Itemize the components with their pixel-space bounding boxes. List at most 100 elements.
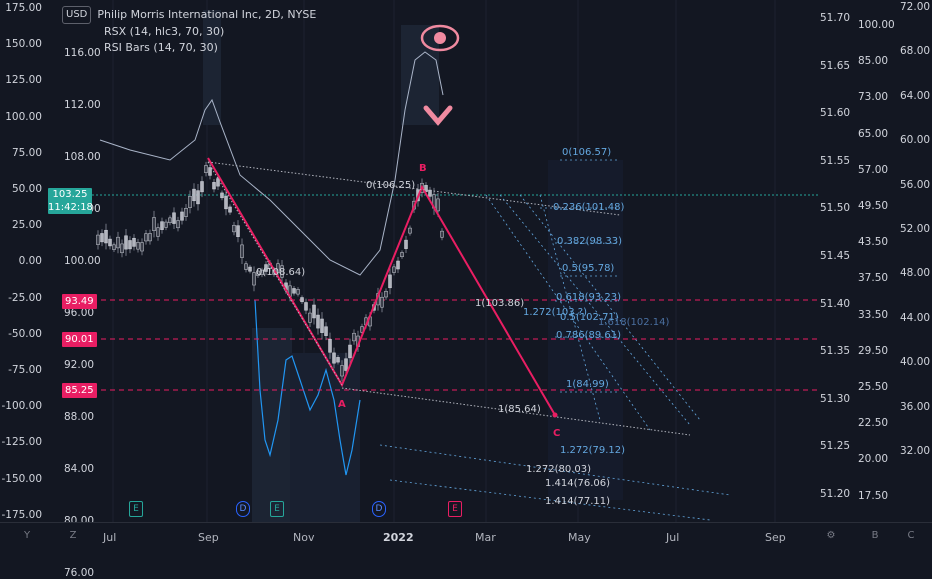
right-scale-1[interactable]: 51.70 51.65 51.60 51.55 51.50 51.45 51.40 51.35… xyxy=(818,0,851,548)
candle-body xyxy=(440,230,444,238)
axis-tick-label: -75.00 xyxy=(8,364,42,376)
axis-tick-label: 100.00 xyxy=(64,255,101,267)
candle-body xyxy=(200,181,204,193)
candle-body xyxy=(208,167,212,176)
fib-label: 0.5(102.71) xyxy=(560,312,619,323)
fib-label: 1.414(77.11) xyxy=(545,496,611,507)
axis-tick-label: 51.20 xyxy=(820,488,851,500)
corner-button-c[interactable]: C xyxy=(907,530,915,541)
fib-label: 1.272(79.12) xyxy=(560,445,626,456)
candle-body xyxy=(116,236,120,249)
axis-tick-label: 48.00 xyxy=(900,267,931,280)
axis-tick-label: 17.50 xyxy=(858,489,889,502)
candle-body xyxy=(380,296,384,308)
upcoming-earnings-icon[interactable]: E xyxy=(448,501,462,517)
indicator-rsi-bars[interactable]: RSI Bars (14, 70, 30) xyxy=(104,41,218,54)
chart-canvas[interactable] xyxy=(0,0,932,522)
candle-body xyxy=(324,326,328,336)
fib-label: 1.618(102.14) xyxy=(598,317,670,328)
axis-tick-label: 72.00 xyxy=(900,1,931,13)
axis-tick-label: 68.00 xyxy=(900,45,931,58)
candle-body xyxy=(232,224,236,233)
axis-tick-label: 20.00 xyxy=(858,453,889,466)
candle-body xyxy=(240,244,244,258)
pattern-point-a: A xyxy=(338,399,346,410)
candle-body xyxy=(96,234,100,245)
axis-tick-label: 108.00 xyxy=(64,151,101,163)
axis-tick-label: 100.00 xyxy=(5,110,42,123)
fib-label: 1.414(76.06) xyxy=(545,478,611,489)
candle-body xyxy=(104,229,108,244)
fib-label: 1(84.99) xyxy=(566,379,609,390)
axis-tick-label: 37.50 xyxy=(858,272,889,285)
axis-tick-label: 65.00 xyxy=(858,127,889,140)
level-badge: 93.49 xyxy=(62,294,97,309)
axis-tick-label: 76.00 xyxy=(64,567,95,579)
bar-countdown: 11:42:18 xyxy=(48,202,93,213)
corner-button-z[interactable]: Z xyxy=(69,530,77,541)
axis-tick-label: -25.00 xyxy=(8,291,42,304)
axis-tick-label: 51.65 xyxy=(820,59,851,72)
axis-tick-label: 40.00 xyxy=(900,356,931,369)
candle-body xyxy=(276,263,280,273)
candle-body xyxy=(140,242,144,252)
earnings-event-icon[interactable]: E xyxy=(129,501,143,517)
candle-body xyxy=(196,190,200,205)
candle-body xyxy=(328,338,332,353)
fib-label: 0.618(93.23) xyxy=(556,292,622,303)
axis-tick-label: 51.35 xyxy=(820,345,851,358)
corner-button-y[interactable]: Y xyxy=(23,530,31,541)
candle-body xyxy=(312,304,316,319)
axis-tick-label: 43.50 xyxy=(858,236,889,249)
pattern-point-b: B xyxy=(419,163,427,174)
month-label: Mar xyxy=(475,531,496,544)
candle-body xyxy=(108,238,112,247)
axis-tick-label: 84.00 xyxy=(64,463,95,475)
chart-legend: USD Philip Morris International Inc, 2D,… xyxy=(62,6,316,56)
earnings-event-icon[interactable]: E xyxy=(270,501,284,517)
axis-tick-label: 56.00 xyxy=(900,178,931,191)
candle-body xyxy=(408,227,412,234)
candle-body xyxy=(184,207,188,217)
axis-tick-label: 116.00 xyxy=(64,47,101,59)
right-scale-3[interactable]: 72.00 68.00 64.00 60.00 56.00 52.00 48.00 44.00… xyxy=(898,0,932,522)
level-badge: 85.25 xyxy=(62,383,97,398)
fib-label: 0.236(101.48) xyxy=(553,202,625,213)
indicator-rsx[interactable]: RSX (14, hlc3, 70, 30) xyxy=(104,25,225,38)
candle-body xyxy=(100,233,104,243)
candle-body xyxy=(148,233,152,242)
corner-button-b[interactable]: B xyxy=(871,530,879,541)
axis-tick-label: 100.00 xyxy=(858,19,895,31)
dividend-event-icon[interactable]: D xyxy=(372,501,386,517)
axis-tick-label: 25.00 xyxy=(11,219,42,232)
candle-body xyxy=(308,312,312,323)
axis-tick-label: 50.00 xyxy=(11,183,42,195)
left-scale-price[interactable]: 116.00112.00108.00104.00100.0096.0092.00… xyxy=(62,0,101,579)
candle-body xyxy=(244,263,248,270)
chart-label: 1(103.86) xyxy=(475,298,525,309)
currency-button[interactable]: USD xyxy=(62,6,92,24)
chevron-down-icon xyxy=(423,105,453,126)
dividend-event-icon[interactable]: D xyxy=(236,501,250,517)
candle-body xyxy=(228,206,232,213)
candle-body xyxy=(236,225,240,237)
right-scale-2[interactable]: 100.00 85.00 73.00 65.00 57.00 49.50 43.50 37.5… xyxy=(856,0,895,522)
candle-body xyxy=(156,227,160,237)
axis-tick-label: 25.50 xyxy=(858,381,889,393)
settings-gear-icon[interactable]: ⚙ xyxy=(826,530,836,541)
time-axis[interactable] xyxy=(0,522,932,551)
candle-body xyxy=(260,269,264,276)
axis-tick-label: 57.00 xyxy=(858,163,889,176)
candle-body xyxy=(160,221,164,230)
candle-body xyxy=(352,332,356,342)
year-label: 2022 xyxy=(383,531,414,544)
symbol-title: Philip Morris International Inc, 2D, NYS… xyxy=(97,8,317,21)
candle-body xyxy=(164,221,168,228)
axis-tick-label: -150.00 xyxy=(1,472,42,485)
candle-body xyxy=(224,195,228,210)
month-label: Sep xyxy=(198,531,219,544)
level-badge: 90.01 xyxy=(62,332,97,347)
left-scale-rsx[interactable]: 175.00 150.00 125.00 100.00 75.00 50.00 25.00 0… xyxy=(0,0,44,522)
candle-body xyxy=(428,189,432,197)
axis-tick-label: 33.50 xyxy=(858,308,889,321)
